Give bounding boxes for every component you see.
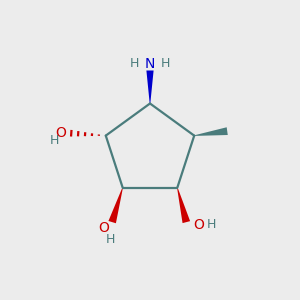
- Text: O: O: [55, 126, 66, 140]
- Text: H: H: [106, 233, 116, 246]
- Polygon shape: [146, 70, 154, 104]
- Text: O: O: [193, 218, 204, 232]
- Polygon shape: [194, 127, 228, 136]
- Text: H: H: [130, 57, 139, 70]
- Text: H: H: [50, 134, 59, 147]
- Text: H: H: [207, 218, 216, 231]
- Polygon shape: [177, 188, 190, 223]
- Text: O: O: [98, 220, 109, 235]
- Polygon shape: [108, 188, 123, 223]
- Text: H: H: [161, 57, 170, 70]
- Text: N: N: [145, 57, 155, 71]
